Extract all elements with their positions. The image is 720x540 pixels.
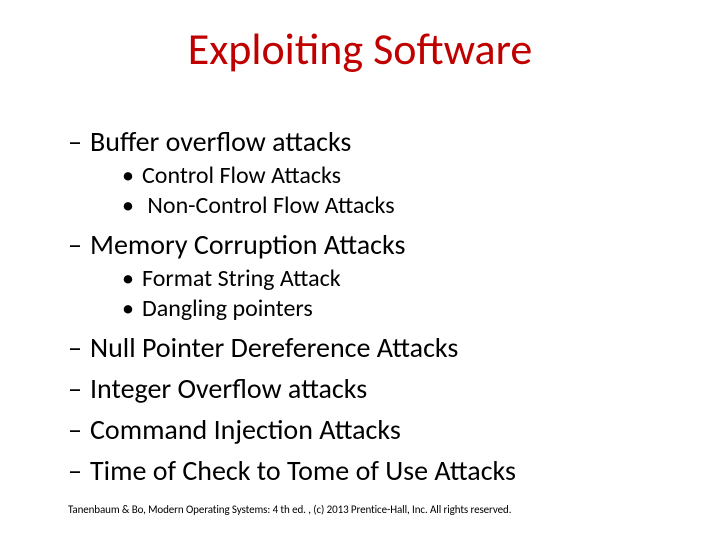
- bullet-label: Time of Check to Tome of Use Attacks: [90, 453, 516, 488]
- bullet-command-injection: –Command Injection Attacks: [68, 412, 668, 447]
- dash-icon: –: [68, 371, 90, 406]
- bullet-icon: •: [122, 161, 142, 191]
- sublist: •Format String Attack •Dangling pointers: [122, 264, 668, 324]
- bullet-icon: •: [122, 264, 142, 294]
- sub-bullet: •Dangling pointers: [122, 294, 668, 324]
- sub-bullet: • Non-Control Flow Attacks: [122, 191, 668, 221]
- sub-bullet: •Format String Attack: [122, 264, 668, 294]
- bullet-label: Null Pointer Dereference Attacks: [90, 330, 458, 365]
- bullet-memory-corruption: –Memory Corruption Attacks: [68, 227, 668, 262]
- bullet-toctou: –Time of Check to Tome of Use Attacks: [68, 453, 668, 488]
- dash-icon: –: [68, 330, 90, 365]
- bullet-integer-overflow: –Integer Overflow attacks: [68, 371, 668, 406]
- bullet-label: Memory Corruption Attacks: [90, 227, 405, 262]
- sub-bullet-label: Control Flow Attacks: [142, 161, 341, 190]
- slide-title: Exploiting Software: [0, 22, 720, 76]
- bullet-icon: •: [122, 191, 142, 221]
- sub-bullet: •Control Flow Attacks: [122, 161, 668, 191]
- sublist: •Control Flow Attacks • Non-Control Flow…: [122, 161, 668, 221]
- bullet-label: Buffer overflow attacks: [90, 124, 351, 159]
- bullet-label: Integer Overflow attacks: [90, 371, 367, 406]
- slide-body: –Buffer overflow attacks •Control Flow A…: [68, 118, 668, 490]
- dash-icon: –: [68, 453, 90, 488]
- bullet-null-pointer: –Null Pointer Dereference Attacks: [68, 330, 668, 365]
- bullet-icon: •: [122, 294, 142, 324]
- sub-bullet-label: Format String Attack: [142, 264, 341, 293]
- footer-citation: Tanenbaum & Bo, Modern Operating Systems…: [68, 503, 511, 516]
- slide: Exploiting Software –Buffer overflow att…: [0, 0, 720, 540]
- sub-bullet-label: Non-Control Flow Attacks: [142, 191, 395, 220]
- bullet-label: Command Injection Attacks: [90, 412, 401, 447]
- sub-bullet-label: Dangling pointers: [142, 294, 313, 323]
- dash-icon: –: [68, 412, 90, 447]
- bullet-buffer-overflow: –Buffer overflow attacks: [68, 124, 668, 159]
- dash-icon: –: [68, 124, 90, 159]
- dash-icon: –: [68, 227, 90, 262]
